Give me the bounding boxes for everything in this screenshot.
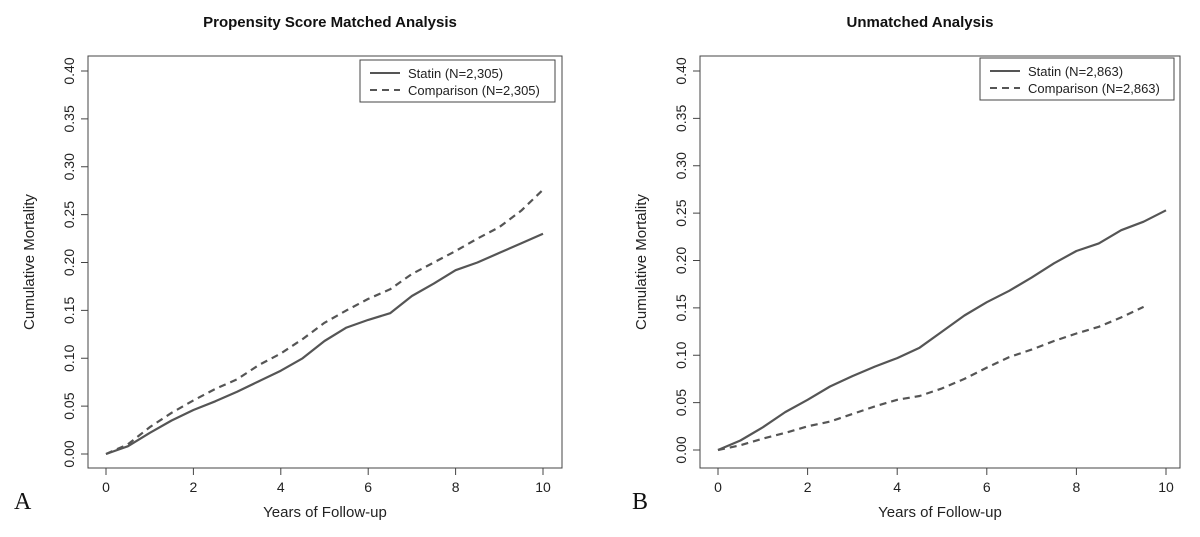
x-tick-label: 2: [804, 479, 812, 495]
y-tick-label: 0.35: [673, 105, 689, 132]
x-tick-label: 10: [1158, 479, 1174, 495]
x-axis-label: Years of Follow-up: [878, 504, 1002, 521]
y-tick-label: 0.25: [61, 201, 77, 228]
y-tick-label: 0.20: [673, 247, 689, 274]
legend-label: Statin (N=2,305): [408, 66, 503, 81]
x-tick-label: 6: [983, 479, 991, 495]
y-axis-label: Cumulative Mortality: [633, 194, 650, 330]
series-line-statin: [717, 209, 1167, 452]
y-tick-label: 0.00: [61, 440, 77, 467]
plot-frame: [87, 55, 563, 469]
chart-panel-b: Unmatched Analysis 0.00 0.05 0.10 0.15 0.20 0.…: [632, 14, 1181, 521]
legend-label: Statin (N=2,863): [1028, 64, 1123, 79]
y-tick-label: 0.10: [61, 344, 77, 371]
series-line-comparison: [717, 305, 1145, 452]
legend-label: Comparison (N=2,863): [1028, 81, 1160, 96]
legend-label: Comparison (N=2,305): [408, 83, 540, 98]
y-tick-label: 0.05: [673, 389, 689, 416]
y-tick-label: 0.20: [61, 249, 77, 276]
legend-box: [359, 59, 556, 103]
y-tick-label: 0.15: [61, 297, 77, 324]
x-tick-label: 10: [535, 479, 551, 495]
x-tick-label: 8: [1073, 479, 1081, 495]
y-tick-label: 0.00: [673, 436, 689, 463]
panel-letter: A: [14, 489, 32, 515]
x-tick-label: 2: [190, 479, 198, 495]
y-tick-label: 0.40: [61, 57, 77, 84]
panel-letter: B: [632, 489, 648, 515]
y-tick-label: 0.05: [61, 392, 77, 419]
series-line-statin: [105, 232, 544, 456]
y-tick-label: 0.25: [673, 199, 689, 226]
x-tick-label: 4: [893, 479, 901, 495]
x-tick-label: 8: [452, 479, 460, 495]
x-tick-label: 0: [102, 479, 110, 495]
y-tick-label: 0.40: [673, 57, 689, 84]
y-tick-label: 0.30: [61, 153, 77, 180]
y-tick-label: 0.30: [673, 152, 689, 179]
chart-title: Propensity Score Matched Analysis: [203, 14, 457, 31]
plot-frame: [699, 55, 1181, 469]
x-axis-label: Years of Follow-up: [263, 504, 387, 521]
chart-title: Unmatched Analysis: [847, 14, 994, 31]
series-line-comparison: [105, 188, 544, 456]
x-tick-label: 6: [364, 479, 372, 495]
y-tick-label: 0.15: [673, 294, 689, 321]
x-tick-label: 4: [277, 479, 285, 495]
y-tick-label: 0.10: [673, 341, 689, 368]
legend-box: [979, 57, 1175, 101]
y-tick-label: 0.35: [61, 105, 77, 132]
y-axis-label: Cumulative Mortality: [21, 194, 38, 330]
x-tick-label: 0: [714, 479, 722, 495]
chart-panel-a: Propensity Score Matched Analysis 0.00 0.0…: [14, 14, 563, 521]
